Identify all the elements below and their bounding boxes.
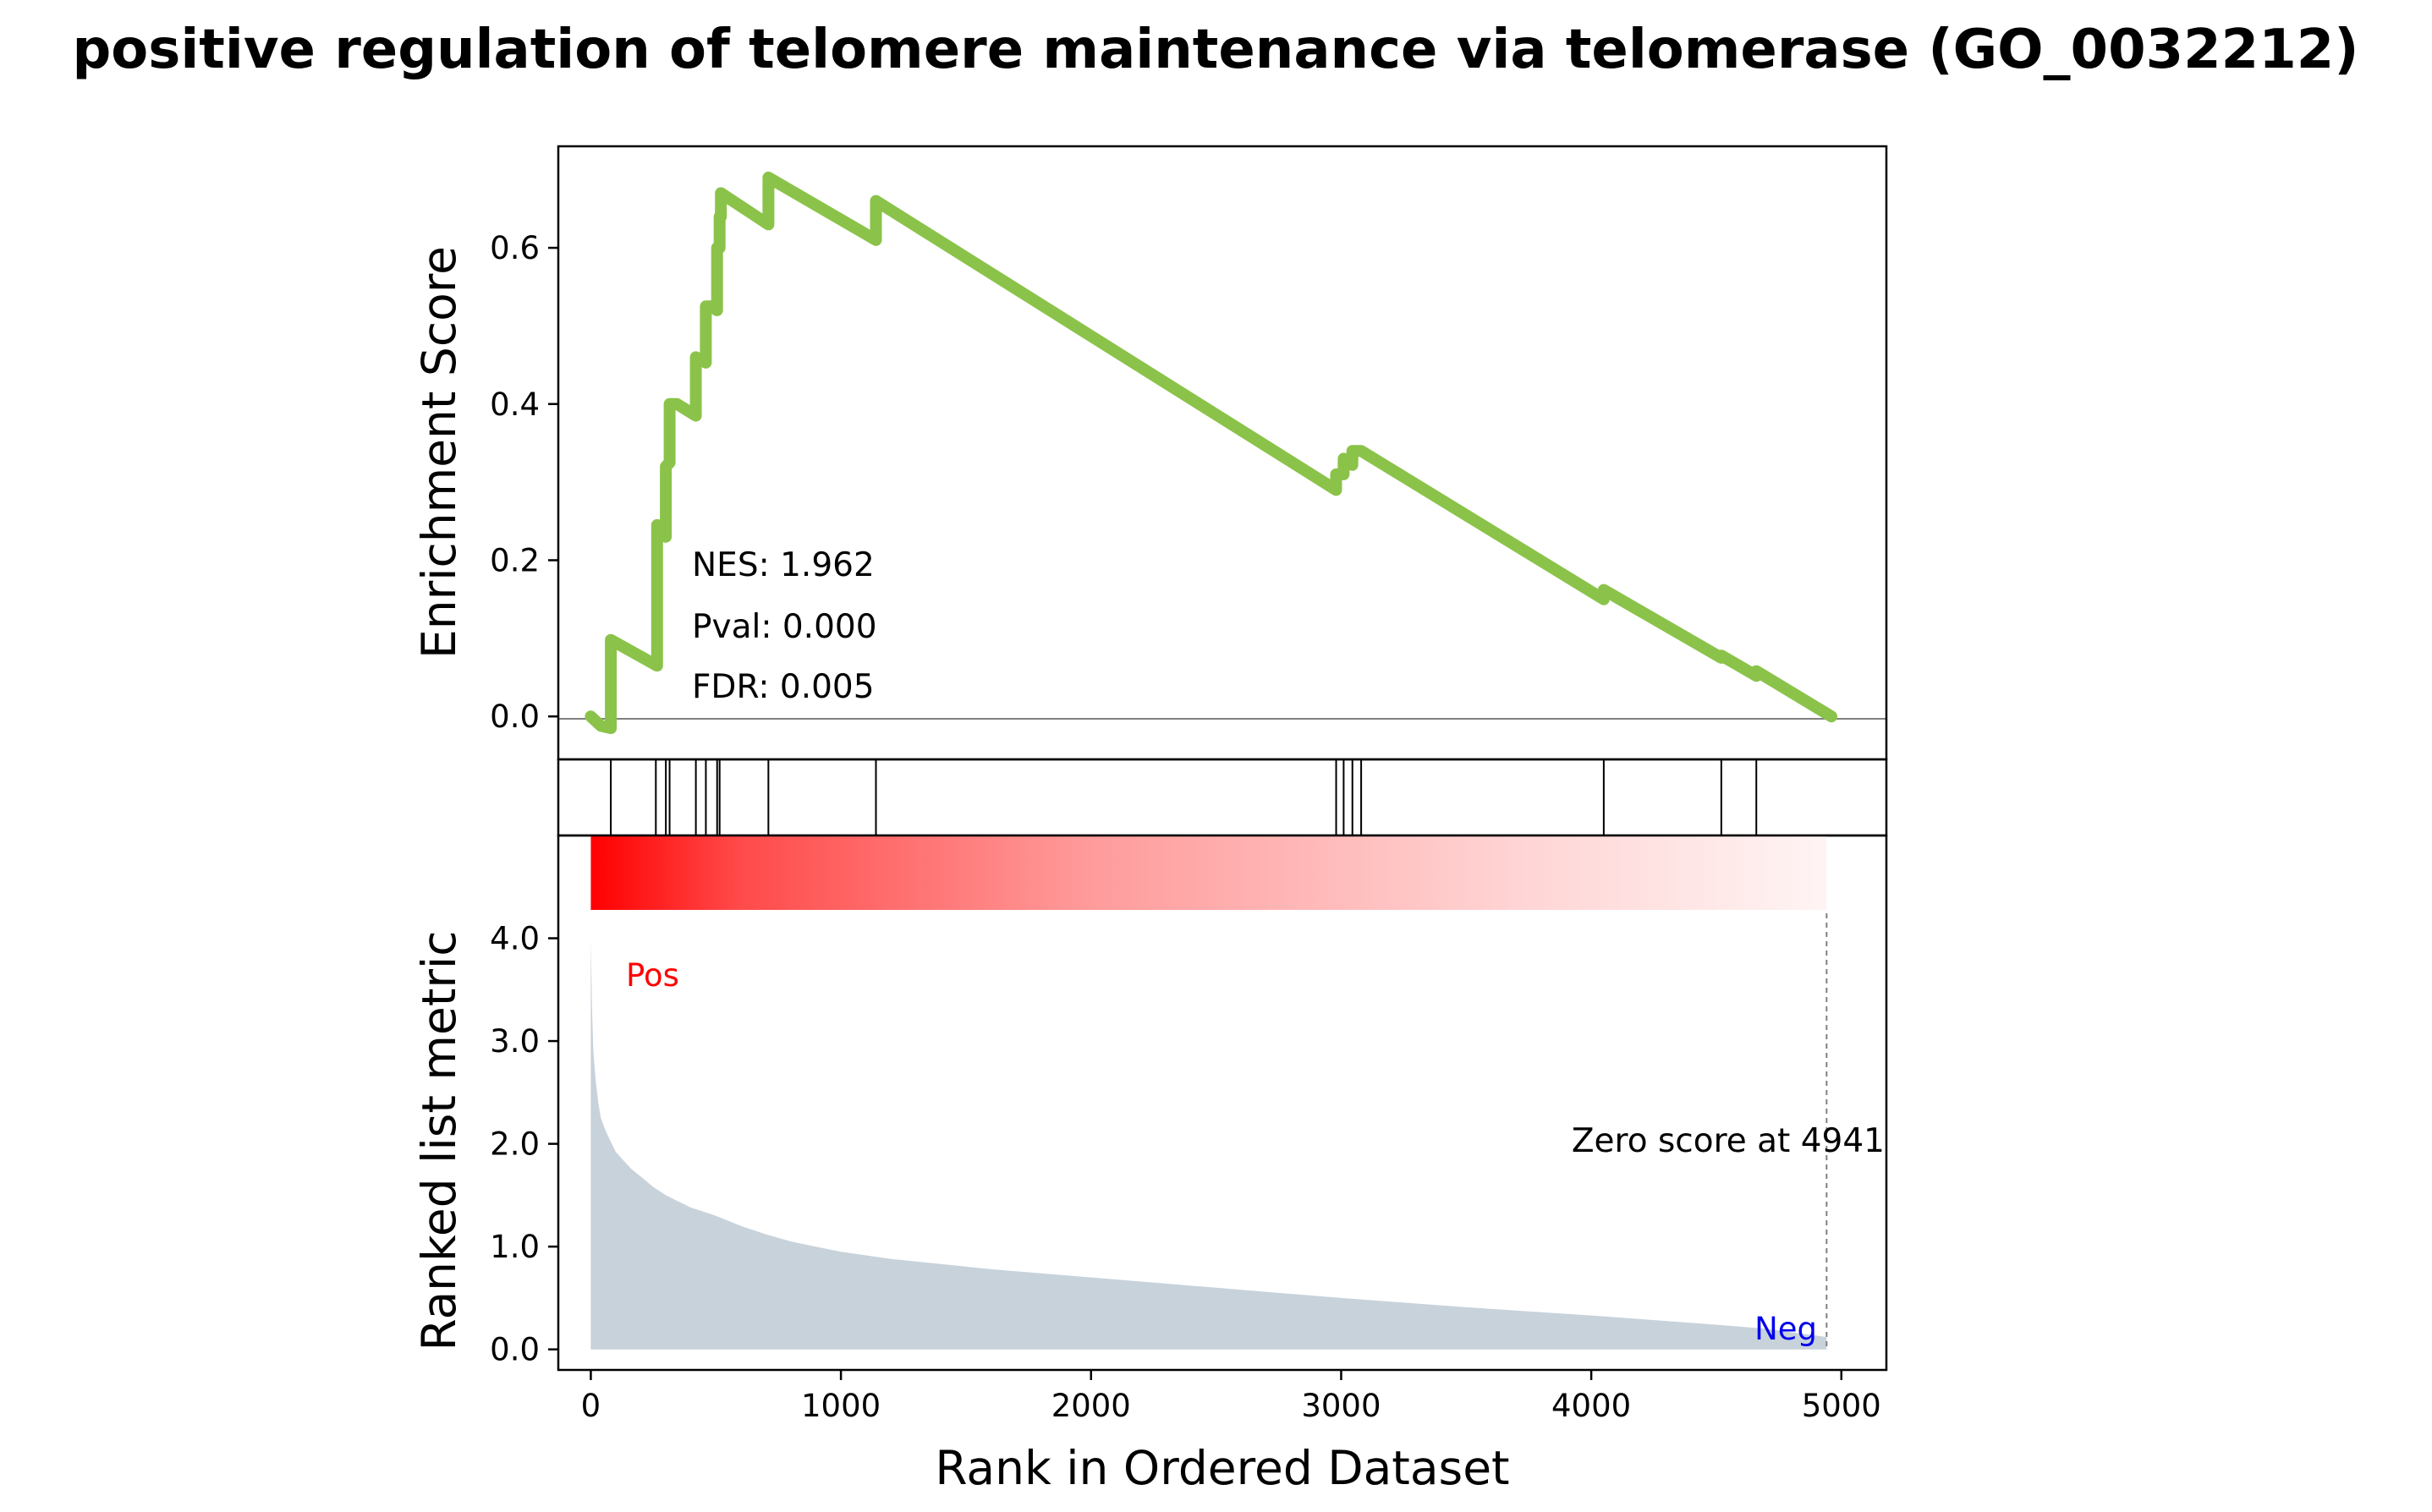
rank-y-tick-label: 1.0 xyxy=(490,1229,540,1265)
rank-y-tick-label: 0.0 xyxy=(490,1332,540,1368)
neg-label: Neg xyxy=(1754,1311,1817,1347)
ranked-metric-panel: 0.0 1.0 2.0 3.0 4.0 0 1000 2000 3000 4000 5000 Ra… xyxy=(412,834,1888,1495)
es-y-tick-label: 0.0 xyxy=(490,698,540,735)
x-tick-label: 5000 xyxy=(1802,1388,1881,1424)
enrichment-y-axis-label: Enrichment Score xyxy=(412,246,466,659)
es-y-tick-label: 0.2 xyxy=(490,542,540,578)
x-tick-label: 2000 xyxy=(1051,1388,1131,1424)
nes-annotation: NES: 1.962 xyxy=(692,546,875,584)
chart-title: positive regulation of telomere maintena… xyxy=(72,19,2358,81)
x-tick-label: 0 xyxy=(581,1388,601,1424)
zero-score-label: Zero score at 4941 xyxy=(1572,1122,1885,1160)
rank-y-tick-label: 2.0 xyxy=(490,1126,540,1163)
enrichment-score-panel: 0.0 0.2 0.4 0.6 Enrichment Score NES: 1.962… xyxy=(412,145,1888,761)
hits-plot-frame xyxy=(557,758,1888,837)
pval-annotation: Pval: 0.000 xyxy=(692,608,877,646)
x-tick-label: 4000 xyxy=(1551,1388,1631,1424)
ranked-plot-frame xyxy=(557,834,1888,1372)
pos-label: Pos xyxy=(626,957,679,994)
x-axis-label: Rank in Ordered Dataset xyxy=(935,1441,1509,1495)
es-y-tick-label: 0.6 xyxy=(490,230,540,266)
rank-y-tick-label: 4.0 xyxy=(490,921,540,957)
ranked-metric-area xyxy=(590,938,1827,1350)
gene-hits-panel xyxy=(557,758,1888,837)
rank-y-tick-label: 3.0 xyxy=(490,1023,540,1060)
rank-heatmap-bar xyxy=(590,835,1827,910)
fdr-annotation: FDR: 0.005 xyxy=(692,668,875,706)
enrichment-score-line xyxy=(585,171,1837,735)
es-y-tick-label: 0.4 xyxy=(490,386,540,423)
ranked-y-axis-label: Ranked list metric xyxy=(412,930,466,1350)
x-tick-label: 1000 xyxy=(801,1388,881,1424)
x-tick-label: 3000 xyxy=(1301,1388,1381,1424)
